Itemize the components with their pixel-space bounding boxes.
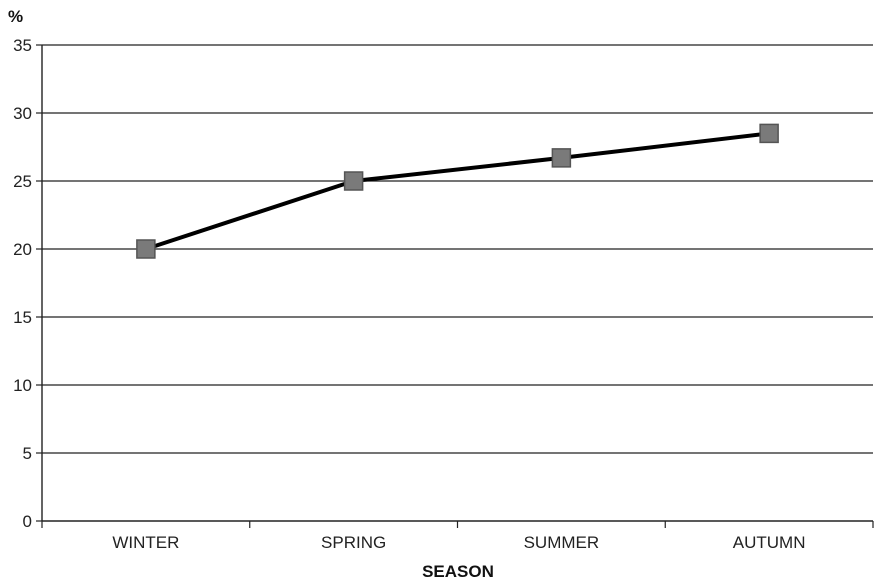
y-tick-label: 35 [13,36,32,55]
x-tick-label: SPRING [321,533,386,552]
gridlines [42,44,873,454]
series [136,123,779,259]
y-tick-label: 20 [13,240,32,259]
x-tick-label: WINTER [112,533,179,552]
data-point-marker [136,239,156,259]
x-tick-labels: WINTER SPRING SUMMER AUTUMN [112,533,805,552]
data-point-marker [759,123,779,144]
x-axis-label: SEASON [422,562,494,581]
data-point-marker [343,171,364,191]
y-tick-label: 0 [23,512,32,531]
y-tick-label: 25 [13,172,32,191]
series-line [143,131,772,251]
axes [36,44,874,528]
x-tick-label: SUMMER [524,533,600,552]
y-tick-label: 30 [13,104,32,123]
y-axis-label: % [8,7,23,26]
y-tick-label: 15 [13,308,32,327]
y-tick-labels: 0 5 10 15 20 25 30 35 [13,36,32,531]
y-tick-label: 10 [13,376,32,395]
data-point-marker [551,148,572,168]
y-tick-label: 5 [23,444,32,463]
x-tick-label: AUTUMN [733,533,806,552]
